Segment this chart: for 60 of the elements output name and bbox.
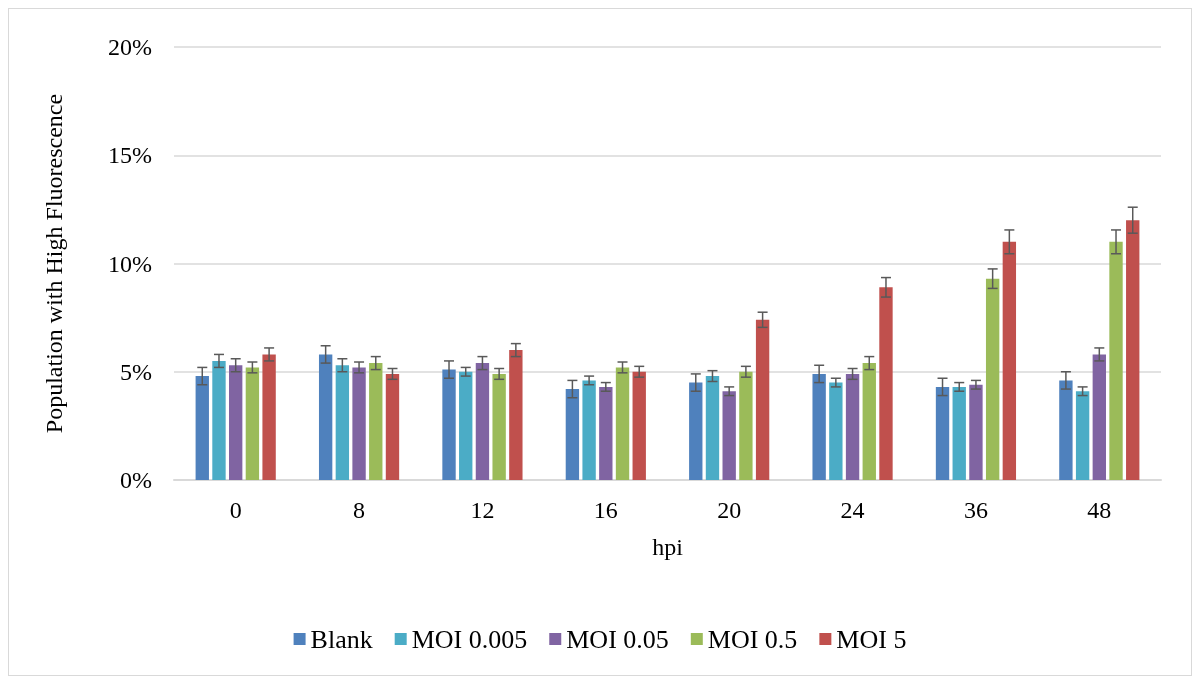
bar <box>969 384 983 480</box>
bar <box>459 371 473 480</box>
y-tick-label: 0% <box>120 467 152 493</box>
x-axis-title: hpi <box>652 534 684 560</box>
y-tick-label: 15% <box>108 142 152 169</box>
x-tick-label: 20 <box>717 497 742 523</box>
bar <box>1059 380 1073 480</box>
legend-label: MOI 5 <box>836 624 907 654</box>
bar <box>879 287 893 480</box>
bar <box>229 365 243 480</box>
x-tick-label: 8 <box>353 497 366 523</box>
bar <box>862 363 876 480</box>
bar <box>812 373 826 480</box>
bar <box>722 391 736 480</box>
bar <box>352 367 366 480</box>
x-tick-label: 0 <box>229 497 242 523</box>
bar <box>739 371 753 480</box>
legend-label: MOI 0.5 <box>707 624 798 654</box>
bar <box>212 360 226 480</box>
y-tick-label: 20% <box>108 34 152 60</box>
bar <box>262 354 276 480</box>
bar <box>442 369 456 480</box>
legend-label: Blank <box>310 624 373 654</box>
x-tick-label: 16 <box>593 497 618 523</box>
bar <box>369 363 383 480</box>
bar <box>509 350 523 480</box>
x-tick-label: 48 <box>1087 497 1112 523</box>
bar <box>689 382 703 480</box>
bar <box>985 278 1000 480</box>
bar <box>845 373 860 480</box>
y-tick-label: 10% <box>108 250 152 277</box>
bar <box>1075 391 1090 480</box>
bar <box>599 386 613 480</box>
bar <box>935 386 950 480</box>
bar <box>335 365 350 480</box>
bar <box>755 319 770 480</box>
x-tick-label: 36 <box>963 497 988 523</box>
bar <box>1092 354 1106 480</box>
legend-label: MOI 0.05 <box>566 624 669 654</box>
bar <box>829 382 843 480</box>
bar <box>632 371 646 480</box>
bar <box>318 354 333 480</box>
bar <box>705 376 720 480</box>
bar <box>1002 241 1017 480</box>
y-tick-label: 5% <box>120 358 152 385</box>
bar <box>952 386 966 480</box>
bar <box>615 367 630 480</box>
y-axis-title: Population with High Fluorescence <box>41 93 67 434</box>
bar <box>492 373 506 480</box>
bar <box>582 380 596 480</box>
legend-label: MOI 0.005 <box>411 624 528 654</box>
bar <box>195 376 209 480</box>
bar <box>565 389 580 480</box>
bar <box>385 373 400 480</box>
bar <box>245 367 260 480</box>
bar <box>1126 220 1140 480</box>
bar <box>1109 241 1123 480</box>
bar <box>475 363 490 480</box>
x-tick-label: 24 <box>840 497 865 523</box>
x-tick-label: 12 <box>470 497 495 523</box>
